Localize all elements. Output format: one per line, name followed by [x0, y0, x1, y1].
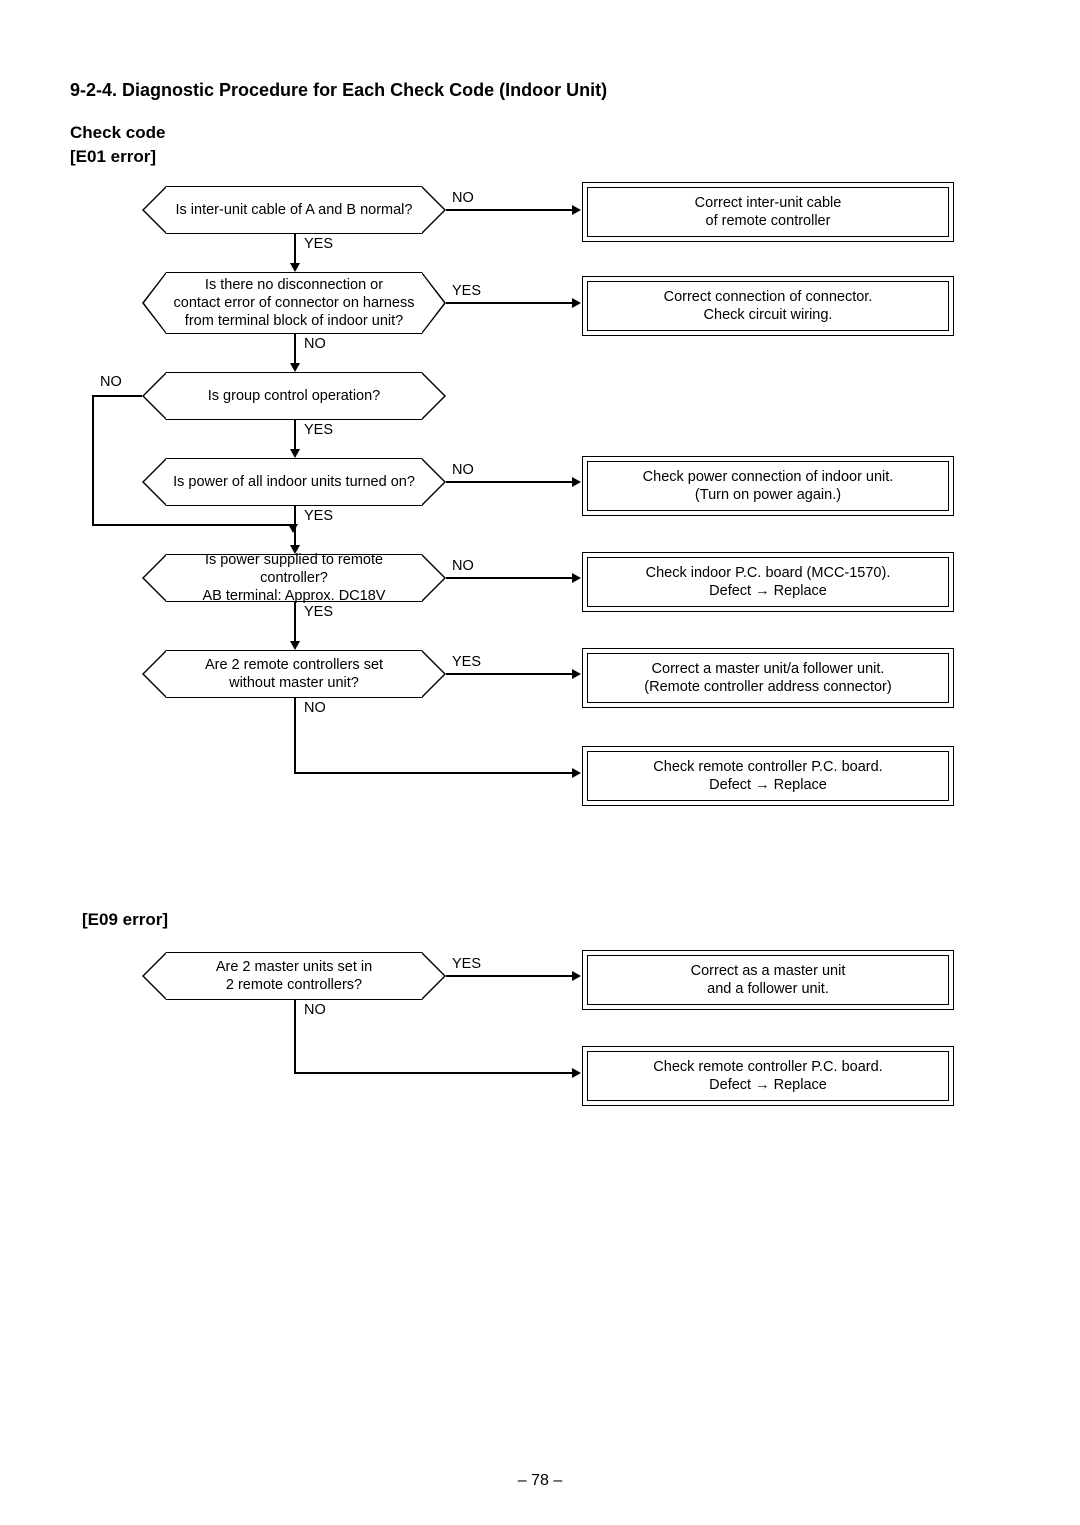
d6-l1: Are 2 remote controllers set: [205, 656, 383, 674]
edge: [294, 506, 296, 548]
a4-l2: Defect → Replace: [709, 582, 827, 600]
action-a2: Correct connection of connector. Check c…: [582, 276, 954, 336]
edge: [446, 481, 573, 483]
a6-l1: Check remote controller P.C. board.: [653, 758, 882, 776]
arrow: [290, 641, 300, 650]
d6-l2: without master unit?: [229, 674, 359, 692]
arrow: [572, 768, 581, 778]
arrow: [572, 298, 581, 308]
a2-l2: Check circuit wiring.: [704, 306, 833, 324]
label-no: NO: [98, 374, 124, 390]
a1-l2: of remote controller: [706, 212, 831, 230]
edge: [92, 395, 94, 525]
action-a1: Correct inter-unit cable of remote contr…: [582, 182, 954, 242]
decision-d2: Is there no disconnection or contact err…: [142, 272, 446, 334]
a5-l1: Correct a master unit/a follower unit.: [652, 660, 885, 678]
edge: [92, 395, 142, 397]
label-yes: YES: [302, 604, 335, 620]
e01-title: [E01 error]: [70, 147, 1010, 167]
edge: [446, 209, 573, 211]
d2-l2: contact error of connector on harness: [174, 294, 415, 312]
label-yes: YES: [450, 654, 483, 670]
action-a3: Check power connection of indoor unit. (…: [582, 456, 954, 516]
a5-l2: (Remote controller address connector): [644, 678, 891, 696]
a4-l1: Check indoor P.C. board (MCC-1570).: [646, 564, 891, 582]
decision-d1: Is inter-unit cable of A and B normal?: [142, 186, 446, 234]
e09-a2-l1: Check remote controller P.C. board.: [653, 1058, 882, 1076]
e09-a1-l2: and a follower unit.: [707, 980, 829, 998]
arrow: [572, 669, 581, 679]
decision-d5: Is power supplied to remote controller? …: [142, 554, 446, 602]
check-code-label: Check code: [70, 123, 1010, 143]
section-heading: 9-2-4. Diagnostic Procedure for Each Che…: [70, 80, 1010, 101]
a6-l2: Defect → Replace: [709, 776, 827, 794]
edge: [92, 524, 292, 526]
arrow: [572, 1068, 581, 1078]
edge: [294, 420, 296, 452]
e09-title: [E09 error]: [82, 910, 168, 930]
edge: [294, 334, 296, 366]
label-no: NO: [450, 190, 476, 206]
e09-a2-l2: Defect → Replace: [709, 1076, 827, 1094]
edge: [294, 772, 573, 774]
action-e09-a2: Check remote controller P.C. board. Defe…: [582, 1046, 954, 1106]
e01-flowchart: Is inter-unit cable of A and B normal? N…: [70, 186, 970, 816]
arrow: [572, 971, 581, 981]
d2-l3: from terminal block of indoor unit?: [185, 312, 403, 330]
a3-l2: (Turn on power again.): [695, 486, 841, 504]
label-no: NO: [450, 462, 476, 478]
arrow: [288, 524, 298, 533]
label-no: NO: [450, 558, 476, 574]
action-a6: Check remote controller P.C. board. Defe…: [582, 746, 954, 806]
label-no: NO: [302, 700, 328, 716]
edge: [446, 302, 573, 304]
e09-d1-l1: Are 2 master units set in: [216, 958, 372, 976]
label-no: NO: [302, 1002, 328, 1018]
d5-l1: Is power supplied to remote controller?: [172, 551, 416, 587]
e09-a1-l1: Correct as a master unit: [691, 962, 846, 980]
decision-d4: Is power of all indoor units turned on?: [142, 458, 446, 506]
a2-l1: Correct connection of connector.: [664, 288, 873, 306]
label-yes: YES: [302, 508, 335, 524]
edge: [294, 698, 296, 773]
edge: [294, 1000, 296, 1073]
edge: [446, 577, 573, 579]
action-e09-a1: Correct as a master unit and a follower …: [582, 950, 954, 1010]
edge: [446, 975, 573, 977]
e09-flowchart: Are 2 master units set in 2 remote contr…: [70, 952, 970, 1152]
a3-l1: Check power connection of indoor unit.: [643, 468, 894, 486]
arrow: [290, 263, 300, 272]
decision-d6: Are 2 remote controllers set without mas…: [142, 650, 446, 698]
arrow: [572, 477, 581, 487]
label-no: NO: [302, 336, 328, 352]
edge: [294, 602, 296, 644]
label-yes: YES: [302, 236, 335, 252]
e09-d1-l2: 2 remote controllers?: [226, 976, 362, 994]
decision-e09-d1: Are 2 master units set in 2 remote contr…: [142, 952, 446, 1000]
decision-d3: Is group control operation?: [142, 372, 446, 420]
edge: [446, 673, 573, 675]
label-yes: YES: [450, 956, 483, 972]
action-a4: Check indoor P.C. board (MCC-1570). Defe…: [582, 552, 954, 612]
label-yes: YES: [302, 422, 335, 438]
edge: [294, 234, 296, 266]
d2-l1: Is there no disconnection or: [205, 276, 383, 294]
action-a5: Correct a master unit/a follower unit. (…: [582, 648, 954, 708]
page-number: – 78 –: [518, 1472, 562, 1490]
arrow: [290, 449, 300, 458]
d3-text: Is group control operation?: [166, 372, 422, 420]
arrow: [572, 573, 581, 583]
d1-text: Is inter-unit cable of A and B normal?: [166, 186, 422, 234]
label-yes: YES: [450, 283, 483, 299]
arrow: [290, 363, 300, 372]
edge: [294, 1072, 573, 1074]
a1-l1: Correct inter-unit cable: [695, 194, 842, 212]
arrow: [572, 205, 581, 215]
d4-text: Is power of all indoor units turned on?: [166, 458, 422, 506]
